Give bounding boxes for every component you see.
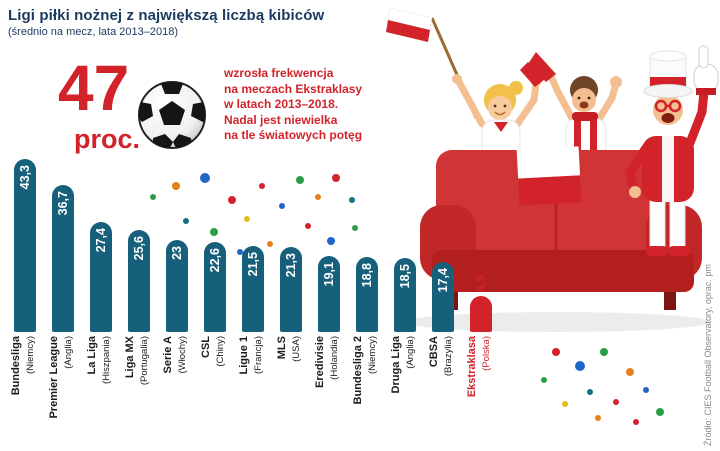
league-name: Druga Liga xyxy=(390,336,402,394)
note-line: w latach 2013–2018. xyxy=(224,97,339,111)
bar-value-bundesliga: 43,3 xyxy=(18,165,32,190)
league-name: Ekstraklasa xyxy=(466,336,478,398)
note-line: Nadal jest niewielka xyxy=(224,112,338,127)
league-name: Liga MX xyxy=(124,336,136,379)
country-name: (USA) xyxy=(291,336,302,362)
country-name: (Holandia) xyxy=(329,336,340,380)
bar-label-bundesliga-2: Bundesliga 2 (Niemcy) xyxy=(351,336,383,451)
league-name: Premier League xyxy=(48,336,60,419)
bar-bundesliga xyxy=(14,159,36,332)
page-subtitle: (średnio na mecz, lata 2013–2018) xyxy=(8,26,178,38)
page-title: Ligi piłki nożnej z największą liczbą ki… xyxy=(8,7,325,24)
bar-label-la-liga: La Liga (Hiszpania) xyxy=(85,336,117,451)
country-name: (Hiszpania) xyxy=(101,336,112,385)
country-name: (Niemcy) xyxy=(25,336,36,374)
bar-label-liga-mx: Liga MX (Portugalia) xyxy=(123,336,155,451)
country-name: (Anglia) xyxy=(63,336,74,369)
bar-value-csl: 22,6 xyxy=(208,248,222,273)
bar-label-csl: CSL (Chiny) xyxy=(199,336,231,451)
bar-value-bundesliga-2: 18,8 xyxy=(360,263,374,288)
bar-value-druga-liga: 18,5 xyxy=(398,264,412,289)
bar-label-ekstraklasa: Ekstraklasa (Polska) xyxy=(465,336,497,451)
league-name: Ligue 1 xyxy=(238,336,250,375)
league-name: Serie A xyxy=(162,336,174,374)
league-name: CBSA xyxy=(428,336,440,368)
bar-csl xyxy=(204,242,226,332)
note-line: wzrosła frekwencja xyxy=(224,66,334,80)
bar-value-premier-league: 36,7 xyxy=(56,191,70,216)
bar-ligue-1 xyxy=(242,246,264,332)
bar-label-mls: MLS (USA) xyxy=(275,336,307,451)
country-name: (Francja) xyxy=(253,336,264,375)
bar-value-mls: 21,3 xyxy=(284,253,298,278)
bar-value-eredivisie: 19,1 xyxy=(322,262,336,287)
bar-label-eredivisie: Eredivisie (Holandia) xyxy=(313,336,345,451)
bar-bundesliga-2 xyxy=(356,257,378,332)
league-name: Eredivisie xyxy=(314,336,326,388)
bar-la-liga xyxy=(90,222,112,332)
stat-number: 47 xyxy=(58,52,130,124)
country-name: (Portugalia) xyxy=(139,336,150,386)
bar-value-cbsa: 17,4 xyxy=(436,268,450,293)
bar-value-ekstraklasa: 8,9 xyxy=(474,274,488,292)
bar-premier-league xyxy=(52,185,74,332)
bar-value-ligue-1: 21,5 xyxy=(246,252,260,277)
bar-value-serie-a: 23 xyxy=(170,246,184,260)
bar-eredivisie xyxy=(318,256,340,332)
soccer-ball-icon xyxy=(138,81,206,149)
bar-cbsa xyxy=(432,262,454,332)
bar-label-cbsa: CBSA (Brazylia) xyxy=(427,336,459,451)
country-name: (Chiny) xyxy=(215,336,226,367)
note-line: na meczach Ekstraklasy xyxy=(224,81,363,96)
bar-label-druga-liga: Druga Liga (Anglia) xyxy=(389,336,421,451)
note-line: na tle światowych potęg xyxy=(224,128,363,142)
country-name: (Włochy) xyxy=(177,336,188,374)
country-name: (Niemcy) xyxy=(367,336,378,374)
country-name: (Brazylia) xyxy=(443,336,454,377)
bar-label-bundesliga: Bundesliga (Niemcy) xyxy=(9,336,41,451)
bar-label-premier-league: Premier League (Anglia) xyxy=(47,336,79,451)
bar-serie-a xyxy=(166,240,188,332)
bar-value-liga-mx: 25,6 xyxy=(132,236,146,261)
bar-ekstraklasa xyxy=(470,296,492,332)
bar-label-ligue-1: Ligue 1 (Francja) xyxy=(237,336,269,451)
league-name: MLS xyxy=(276,336,288,360)
source-credit: Źródło: CIES Football Observatory, oprac… xyxy=(703,264,713,446)
league-name: Bundesliga xyxy=(10,336,22,396)
league-name: Bundesliga 2 xyxy=(352,336,364,405)
league-name: CSL xyxy=(200,336,212,358)
bar-mls xyxy=(280,247,302,332)
stat-unit: proc. xyxy=(74,124,141,154)
bar-druga-liga xyxy=(394,258,416,332)
country-name: (Anglia) xyxy=(405,336,416,369)
bar-liga-mx xyxy=(128,230,150,332)
bar-value-la-liga: 27,4 xyxy=(94,228,108,253)
highlight-note: wzrosła frekwencja na meczach Ekstraklasy… xyxy=(224,66,362,144)
league-name: La Liga xyxy=(86,336,98,375)
bar-label-serie-a: Serie A (Włochy) xyxy=(161,336,193,451)
country-name: (Polska) xyxy=(481,336,492,371)
